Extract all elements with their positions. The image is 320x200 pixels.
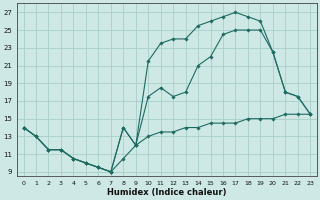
X-axis label: Humidex (Indice chaleur): Humidex (Indice chaleur) <box>107 188 227 197</box>
